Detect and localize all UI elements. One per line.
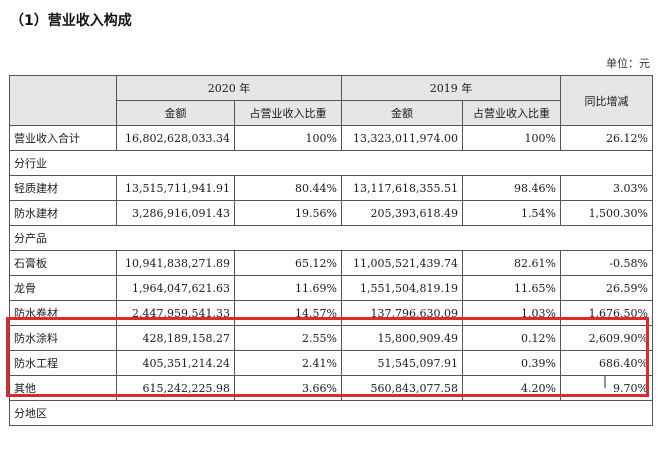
section-label-industry: 分行业 [9, 150, 653, 176]
yoy-cell: 686.40% [560, 350, 653, 376]
text-cursor-icon: | [603, 374, 608, 388]
header-amount-2019: 金额 [341, 100, 463, 126]
share-2019-cell: 4.20% [462, 375, 561, 401]
amount-2019-cell: 1,551,504,819.19 [341, 275, 463, 301]
header-year-2019: 2019 年 [341, 75, 561, 101]
row-label: 营业收入合计 [9, 125, 117, 151]
amount-2019-cell: 13,117,618,355.51 [341, 175, 463, 201]
share-2020-cell: 65.12% [234, 250, 342, 276]
table-row: 石膏板 10,941,838,271.89 65.12% 11,005,521,… [9, 250, 653, 276]
section-label-region: 分地区 [9, 400, 653, 426]
header-row-subcolumns: 金额 占营业收入比重 金额 占营业收入比重 [10, 100, 653, 126]
row-label: 防水工程 [9, 350, 117, 376]
header-share-2019: 占营业收入比重 [462, 100, 561, 126]
amount-2020-cell: 16,802,628,033.34 [116, 125, 235, 151]
amount-2020-cell: 405,351,214.24 [116, 350, 235, 376]
share-2019-cell: 1.54% [462, 200, 561, 226]
row-label: 龙骨 [9, 275, 117, 301]
share-2019-cell: 0.12% [462, 325, 561, 351]
yoy-cell: 26.12% [560, 125, 653, 151]
row-label: 防水涂料 [9, 325, 117, 351]
amount-2020-cell: 615,242,225.98 [116, 375, 235, 401]
table-row: 防水建材 3,286,916,091.43 19.56% 205,393,618… [9, 200, 653, 226]
row-label: 石膏板 [9, 250, 117, 276]
share-2019-cell: 82.61% [462, 250, 561, 276]
amount-2019-cell: 560,843,077.58 [341, 375, 463, 401]
table-row: 轻质建材 13,515,711,941.91 80.44% 13,117,618… [9, 175, 653, 201]
yoy-cell: 26.59% [560, 275, 653, 301]
share-2020-cell: 19.56% [234, 200, 342, 226]
header-yoy: 同比增减 [560, 75, 653, 126]
table-row-highlighted: 防水卷材 2,447,959,541.33 14.57% 137,796,630… [9, 300, 653, 326]
section-row-region: 分地区 [9, 400, 653, 426]
amount-2019-cell: 51,545,097.91 [341, 350, 463, 376]
row-label: 轻质建材 [9, 175, 117, 201]
table-row: 其他 615,242,225.98 3.66% 560,843,077.58 4… [9, 375, 653, 401]
share-2019-cell: 100% [462, 125, 561, 151]
unit-label: 单位：元 [606, 57, 650, 70]
yoy-cell: 1,500.30% [560, 200, 653, 226]
share-2019-cell: 0.39% [462, 350, 561, 376]
amount-2020-cell: 2,447,959,541.33 [116, 300, 235, 326]
header-year-2020: 2020 年 [116, 75, 342, 101]
amount-2019-cell: 205,393,618.49 [341, 200, 463, 226]
yoy-cell: 2,609.90% [560, 325, 653, 351]
amount-2020-cell: 10,941,838,271.89 [116, 250, 235, 276]
header-blank-cell [9, 75, 117, 126]
revenue-composition-table: 2020 年 2019 年 同比增减 金额 占营业收入比重 金额 占营业收入比重… [9, 75, 653, 426]
table-row: 龙骨 1,964,047,621.63 11.69% 1,551,504,819… [9, 275, 653, 301]
row-label: 其他 [9, 375, 117, 401]
section-heading: （1）营业收入构成 [10, 13, 132, 29]
header-share-2020: 占营业收入比重 [234, 100, 342, 126]
table-row-highlighted: 防水工程 405,351,214.24 2.41% 51,545,097.91 … [9, 350, 653, 376]
header-row-years: 2020 年 2019 年 同比增减 [9, 75, 653, 126]
row-label: 防水建材 [9, 200, 117, 226]
header-amount-2020: 金额 [116, 100, 235, 126]
share-2020-cell: 80.44% [234, 175, 342, 201]
yoy-cell: 3.03% [560, 175, 653, 201]
amount-2019-cell: 11,005,521,439.74 [341, 250, 463, 276]
share-2019-cell: 11.65% [462, 275, 561, 301]
section-row-product: 分产品 [9, 225, 653, 251]
amount-2020-cell: 428,189,158.27 [116, 325, 235, 351]
share-2020-cell: 2.41% [234, 350, 342, 376]
table-row-highlighted: 防水涂料 428,189,158.27 2.55% 15,800,909.49 … [9, 325, 653, 351]
amount-2019-cell: 15,800,909.49 [341, 325, 463, 351]
amount-2020-cell: 1,964,047,621.63 [116, 275, 235, 301]
share-2019-cell: 1.03% [462, 300, 561, 326]
share-2020-cell: 11.69% [234, 275, 342, 301]
share-2019-cell: 98.46% [462, 175, 561, 201]
row-label: 防水卷材 [9, 300, 117, 326]
amount-2019-cell: 137,796,630.09 [341, 300, 463, 326]
yoy-cell: -0.58% [560, 250, 653, 276]
share-2020-cell: 3.66% [234, 375, 342, 401]
yoy-cell: 1,676.50% [560, 300, 653, 326]
table-row-total: 营业收入合计 16,802,628,033.34 100% 13,323,011… [9, 125, 653, 151]
amount-2020-cell: 13,515,711,941.91 [116, 175, 235, 201]
share-2020-cell: 100% [234, 125, 342, 151]
share-2020-cell: 14.57% [234, 300, 342, 326]
amount-2019-cell: 13,323,011,974.00 [341, 125, 463, 151]
share-2020-cell: 2.55% [234, 325, 342, 351]
amount-2020-cell: 3,286,916,091.43 [116, 200, 235, 226]
section-label-product: 分产品 [9, 225, 653, 251]
section-row-industry: 分行业 [9, 150, 653, 176]
